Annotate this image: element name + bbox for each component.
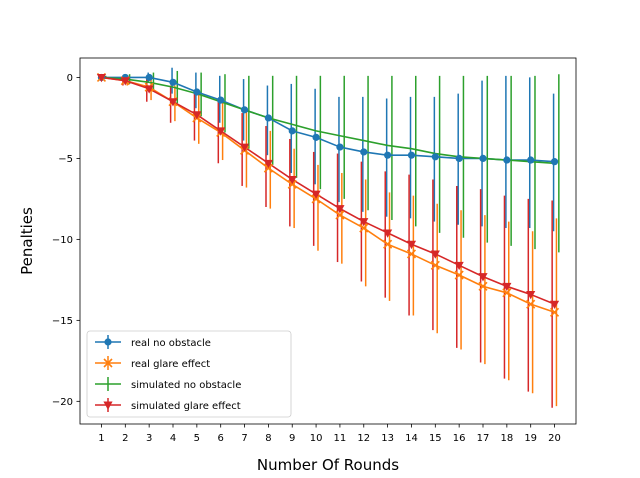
x-tick-label: 4 [170,433,176,444]
data-point [217,96,225,104]
x-tick-label: 16 [453,433,466,444]
x-axis-label: Number Of Rounds [257,456,399,474]
data-point [335,205,345,214]
data-point [479,154,487,163]
x-tick-label: 5 [194,433,200,444]
data-point [454,270,464,280]
x-tick-label: 10 [310,433,323,444]
data-point [168,98,178,107]
data-point [287,176,297,185]
data-point [312,133,320,141]
y-tick-label: −20 [52,397,73,408]
data-point [359,218,369,227]
data-point [406,240,417,250]
legend-marker [103,358,113,368]
data-point [264,114,272,122]
data-point [216,127,226,136]
data-point [384,151,392,159]
data-point [430,260,440,270]
x-tick-label: 20 [548,433,561,444]
data-point [288,127,296,135]
data-point [311,190,321,199]
data-point [455,154,463,163]
x-tick-label: 19 [524,433,537,444]
data-point [192,111,202,120]
x-tick-label: 14 [405,433,418,444]
data-point [96,73,107,83]
legend-marker [104,338,112,346]
x-tick-label: 11 [334,433,347,444]
series-line [101,76,555,305]
legend: real no obstacle real glare effect simulat… [86,330,292,418]
y-axis-label: Penalties [18,207,36,275]
data-point [454,261,464,271]
data-point [360,148,368,156]
x-tick-label: 12 [357,433,370,444]
data-point [335,210,345,220]
data-point [144,85,154,94]
data-point [383,229,393,238]
x-tick-label: 7 [241,433,247,444]
y-tick-label: −5 [58,154,73,165]
data-point [550,158,559,166]
data-point [431,153,439,161]
data-point [311,194,321,204]
legend-label: simulated glare effect [131,401,241,412]
x-tick-label: 2 [122,433,128,444]
legend-label: real glare effect [131,359,210,370]
x-tick-label: 8 [265,433,271,444]
data-point [478,273,488,282]
data-point [526,290,536,300]
legend-label: simulated no obstacle [131,380,241,391]
data-point [263,163,273,173]
series-line [101,76,555,165]
data-point [239,143,250,152]
data-point [503,156,511,164]
legend-box [86,330,292,418]
x-tick-label: 18 [500,433,513,444]
x-axis-ticks: 1 2 3 4 5 6 7 8 9 10 11 12 13 14 15 16 17 18 19 20 [98,424,561,444]
data-point [407,151,416,159]
data-point [383,239,393,249]
data-point [549,300,560,309]
legend-marker [103,401,113,410]
x-tick-label: 13 [381,433,394,444]
data-point [527,156,535,164]
legend-label: real no obstacle [131,338,211,349]
y-tick-label: −15 [52,316,73,327]
x-tick-label: 9 [289,433,295,444]
data-point [145,73,153,82]
y-axis-ticks: 0 −5 −10 −15 −20 [52,73,80,408]
data-point [287,179,297,189]
data-point [359,223,369,233]
series-lines [101,76,555,314]
y-tick-label: −10 [52,235,73,246]
y-tick-label: 0 [67,73,73,84]
data-point [502,282,512,292]
data-point [240,106,249,114]
data-point [502,288,512,298]
plot-frame [79,57,577,425]
x-tick-label: 1 [98,433,104,444]
x-tick-label: 6 [218,433,224,444]
series-markers [96,72,560,317]
data-point [336,143,344,151]
data-point [549,307,560,317]
data-point [526,299,536,309]
data-point [169,78,177,86]
data-point [263,159,273,169]
data-point [120,77,130,86]
x-tick-label: 17 [477,433,490,444]
data-point [430,250,440,259]
data-point [406,249,417,259]
x-tick-label: 3 [146,433,152,444]
data-point [193,88,201,96]
x-tick-label: 15 [429,433,442,444]
data-point [478,281,488,291]
